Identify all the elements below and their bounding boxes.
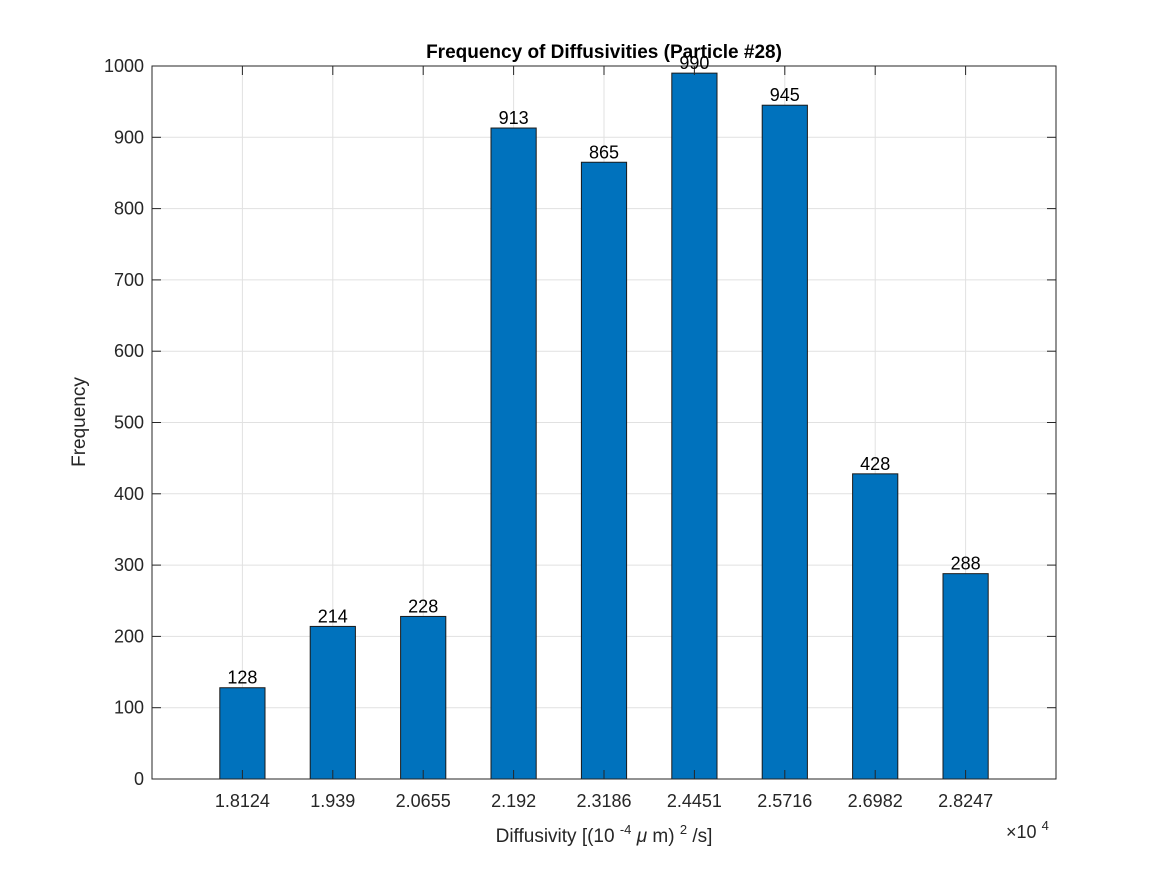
x-axis-label-tail: /s]: [692, 826, 712, 847]
bar-2.192: [490, 127, 537, 780]
x-tick-label: 1.8124: [215, 791, 270, 811]
y-tick-label: 800: [114, 199, 144, 219]
x-tick-label: 2.192: [491, 791, 536, 811]
bar-2.6982: [852, 473, 899, 780]
data-label: 428: [860, 454, 890, 474]
y-axis-label: Frequency: [69, 377, 90, 467]
x-tick-label: 2.4451: [667, 791, 722, 811]
y-tick-label: 700: [114, 270, 144, 290]
y-tick-labels: 0 100 200 300 400 500 600 700 800 900 1000: [104, 56, 144, 789]
x-axis-label-sup-square: 2: [680, 822, 687, 837]
x-tick-label: 2.8247: [938, 791, 993, 811]
x-axis-label-mu: μ: [636, 826, 648, 847]
bar-1.939: [309, 625, 356, 780]
data-label: 990: [679, 53, 709, 73]
bar-2.4451: [671, 72, 718, 780]
tick-marks: [152, 65, 1056, 780]
y-tick-label: 600: [114, 341, 144, 361]
x-tick-labels: 1.8124 1.939 2.0655 2.192 2.3186 2.4451 2.5716…: [215, 791, 993, 811]
bar-2.5716: [761, 104, 808, 780]
data-label: 128: [227, 668, 257, 688]
x-axis-label-text: Diffusivity [(10: [496, 826, 615, 847]
x-axis-exponent-base: ×10: [1006, 822, 1037, 842]
x-axis-exponent: ×10 4: [1006, 818, 1049, 842]
data-label: 945: [770, 85, 800, 105]
data-label: 214: [318, 606, 348, 626]
y-tick-label: 900: [114, 127, 144, 147]
y-tick-label: 0: [134, 769, 144, 789]
y-tick-label: 100: [114, 698, 144, 718]
data-labels: 128 214 228 913 865 990 945 428 288: [227, 53, 980, 688]
data-label: 913: [499, 108, 529, 128]
y-tick-label: 1000: [104, 56, 144, 76]
x-tick-label: 2.3186: [576, 791, 631, 811]
bars: [219, 72, 989, 780]
data-label: 865: [589, 142, 619, 162]
bar-2.3186: [580, 161, 628, 780]
chart-title: Frequency of Diffusivities (Particle #28…: [426, 42, 782, 63]
bar-1.8124: [219, 687, 266, 780]
y-tick-label: 400: [114, 484, 144, 504]
bar-2.8247: [942, 573, 989, 780]
x-tick-label: 2.0655: [396, 791, 451, 811]
y-tick-label: 500: [114, 413, 144, 433]
x-axis-label-mid: m): [652, 826, 674, 847]
data-label: 228: [408, 596, 438, 616]
x-axis-label: Diffusivity [(10 -4 μ m) 2 /s]: [496, 818, 713, 847]
y-tick-label: 200: [114, 626, 144, 646]
x-tick-label: 1.939: [310, 791, 355, 811]
data-label: 288: [951, 554, 981, 574]
x-tick-label: 2.6982: [848, 791, 903, 811]
x-tick-label: 2.5716: [757, 791, 812, 811]
bar-2.0655: [400, 615, 447, 780]
y-tick-label: 300: [114, 555, 144, 575]
x-axis-exponent-power: 4: [1042, 818, 1049, 833]
x-axis-label-sup-exponent: -4: [620, 822, 632, 837]
